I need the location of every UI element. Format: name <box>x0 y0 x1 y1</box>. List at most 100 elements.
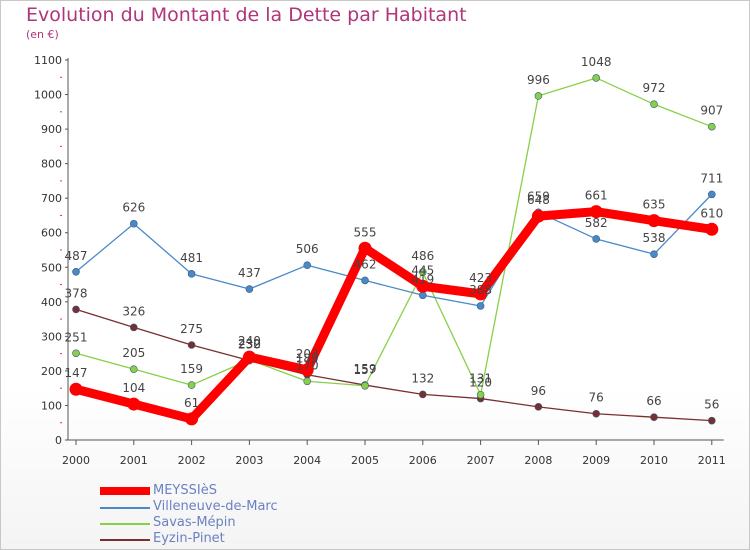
data-label-savas: 232 <box>238 337 261 351</box>
data-label-meyssies: 203 <box>296 347 319 361</box>
data-point-eyzin <box>707 416 716 425</box>
data-point-meyssies <box>589 205 603 219</box>
data-point-meyssies <box>242 350 256 364</box>
data-label-savas: 251 <box>65 330 88 344</box>
legend-label-savas: Savas-Mépin <box>153 515 236 530</box>
data-label-eyzin: 159 <box>354 362 377 376</box>
data-point-savas <box>418 268 427 276</box>
chart-unit-label: (en €) <box>26 28 59 41</box>
data-point-eyzin <box>418 390 427 399</box>
data-label-savas: 1048 <box>581 55 612 69</box>
data-point-eyzin <box>130 323 138 332</box>
data-point-villeneuve <box>650 250 658 258</box>
data-point-eyzin <box>187 341 196 349</box>
data-label-eyzin: 275 <box>180 322 203 336</box>
data-label-eyzin: 378 <box>65 286 88 300</box>
data-point-villeneuve <box>245 285 254 293</box>
data-point-villeneuve <box>130 219 138 228</box>
data-label-savas: 131 <box>469 372 492 386</box>
chart-series <box>69 74 719 426</box>
data-label-meyssies: 104 <box>122 381 145 395</box>
data-point-savas <box>592 74 601 82</box>
y-tick-label: 900 <box>41 123 62 136</box>
data-label-villeneuve: 462 <box>354 257 377 271</box>
series-line-villeneuve <box>75 193 713 307</box>
data-point-meyssies <box>358 241 372 255</box>
x-tick-label: 2011 <box>698 454 726 467</box>
series-line-eyzin <box>75 308 713 422</box>
data-point-meyssies <box>127 397 141 411</box>
data-point-meyssies <box>69 382 83 396</box>
data-point-savas <box>130 365 138 373</box>
y-tick-label: 0 <box>55 434 62 447</box>
data-label-savas: 170 <box>296 358 319 372</box>
y-tick-label: 1100 <box>34 54 62 67</box>
data-point-savas <box>534 92 543 100</box>
data-point-villeneuve <box>592 235 601 243</box>
data-point-savas <box>72 349 80 358</box>
data-label-savas: 159 <box>180 362 203 376</box>
data-point-savas <box>361 381 369 390</box>
y-tick-label: 1000 <box>34 89 62 102</box>
x-tick-label: 2005 <box>351 454 379 467</box>
y-tick-label: 700 <box>41 192 62 205</box>
chart-title: Evolution du Montant de la Dette par Hab… <box>26 4 467 26</box>
data-point-villeneuve <box>361 276 369 285</box>
data-point-meyssies <box>185 412 199 426</box>
data-label-villeneuve: 711 <box>700 171 723 185</box>
data-label-villeneuve: 626 <box>122 201 145 215</box>
data-label-meyssies: 423 <box>469 271 492 285</box>
data-label-meyssies: 635 <box>643 198 666 212</box>
x-tick-label: 2004 <box>293 454 321 467</box>
chart-data-labels: 378 326 275 230 189 159 132 120 96 76 66 56 251 205 15… <box>65 55 724 412</box>
data-label-eyzin: 96 <box>531 384 546 398</box>
data-label-savas: 157 <box>354 363 377 377</box>
x-tick-label: 2002 <box>178 454 206 467</box>
data-label-eyzin: 66 <box>646 394 661 408</box>
data-label-savas: 205 <box>122 346 145 360</box>
x-tick-label: 2008 <box>524 454 552 467</box>
data-label-villeneuve: 487 <box>65 249 88 263</box>
data-label-eyzin: 56 <box>704 398 719 412</box>
x-tick-label: 2010 <box>640 454 668 467</box>
legend-swatch-savas <box>100 523 150 525</box>
data-point-savas <box>187 381 196 389</box>
data-label-meyssies: 147 <box>65 366 88 380</box>
data-label-meyssies: 445 <box>411 263 434 277</box>
data-point-meyssies <box>300 363 314 377</box>
y-tick-label: 300 <box>41 330 62 343</box>
data-point-savas <box>650 100 658 109</box>
data-label-villeneuve: 388 <box>469 283 492 297</box>
data-point-villeneuve <box>476 302 485 310</box>
x-tick-label: 2003 <box>235 454 263 467</box>
data-label-eyzin: 189 <box>296 352 319 366</box>
data-label-meyssies: 555 <box>354 225 377 239</box>
data-label-eyzin: 76 <box>589 391 604 405</box>
data-label-meyssies: 648 <box>527 193 550 207</box>
data-label-villeneuve: 582 <box>585 216 608 230</box>
y-tick-label: 800 <box>41 158 62 171</box>
data-label-villeneuve: 481 <box>180 251 203 265</box>
data-label-meyssies: 610 <box>700 206 723 220</box>
data-point-savas <box>476 390 485 399</box>
data-point-eyzin <box>650 413 658 422</box>
chart-axes: 0 100 200 300 400 500 600 700 800 900 1000 1100 2000… <box>34 54 726 467</box>
x-tick-label: 2001 <box>120 454 148 467</box>
x-tick-label: 2000 <box>62 454 90 467</box>
data-point-villeneuve <box>72 267 80 276</box>
x-tick-label: 2007 <box>467 454 495 467</box>
data-label-eyzin: 230 <box>238 338 261 352</box>
data-label-villeneuve: 437 <box>238 266 261 280</box>
data-point-meyssies <box>647 214 661 228</box>
data-label-villeneuve: 659 <box>527 189 550 203</box>
data-point-meyssies <box>474 287 488 301</box>
legend-swatch-meyssies <box>100 487 150 495</box>
data-label-meyssies: 61 <box>184 396 199 410</box>
y-tick-label: 200 <box>41 365 62 378</box>
legend-swatch-villeneuve <box>100 507 150 509</box>
data-point-villeneuve <box>187 270 196 278</box>
data-label-savas: 486 <box>411 249 434 263</box>
data-label-meyssies: 661 <box>585 189 608 203</box>
data-point-villeneuve <box>707 190 716 199</box>
data-point-villeneuve <box>418 291 427 300</box>
